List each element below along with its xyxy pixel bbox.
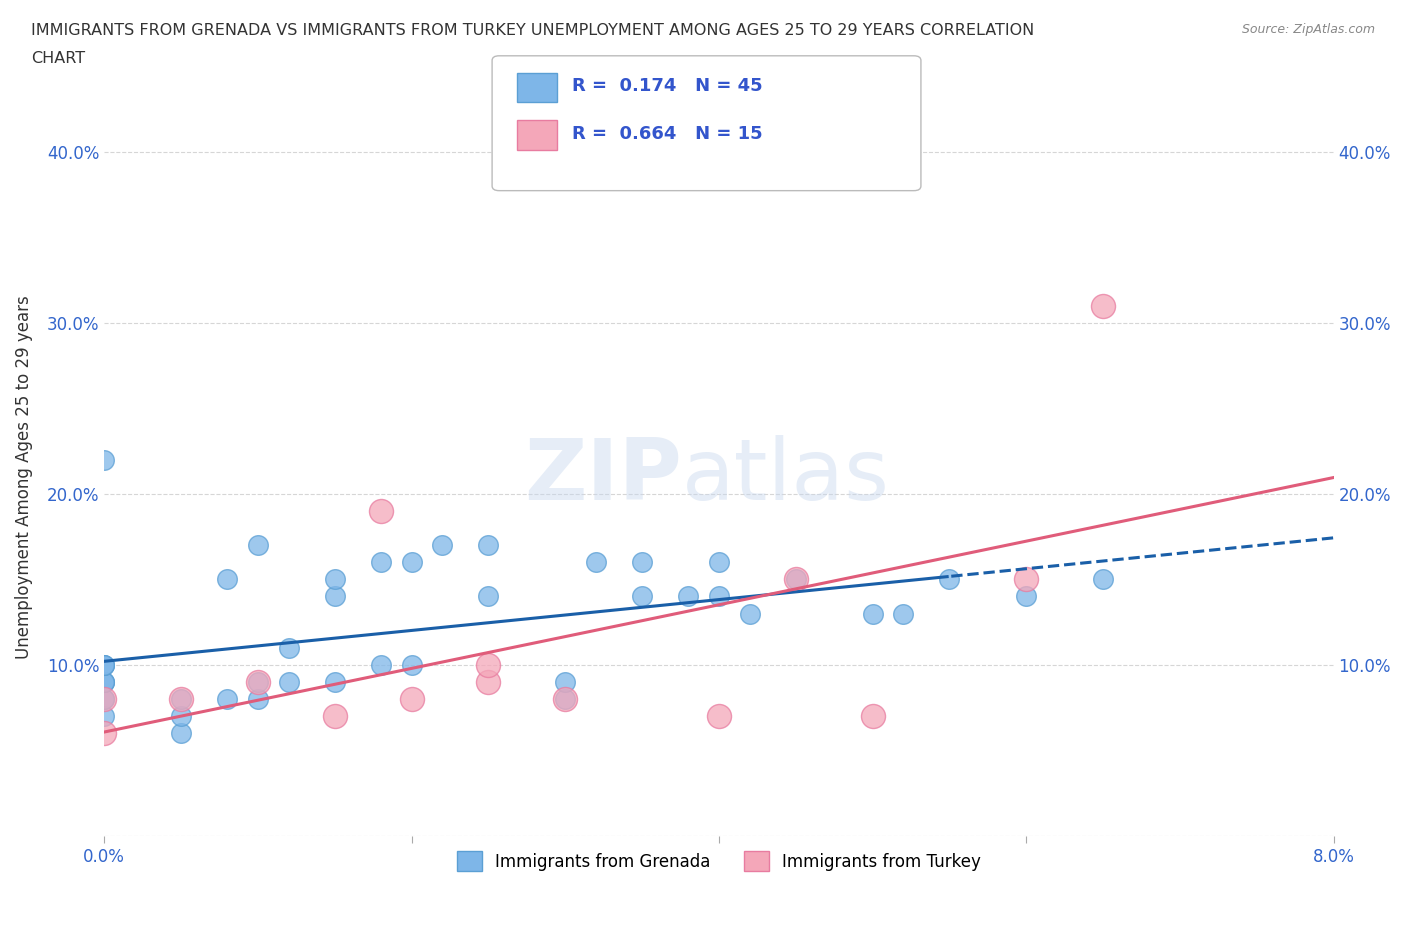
Text: Source: ZipAtlas.com: Source: ZipAtlas.com xyxy=(1241,23,1375,36)
Text: IMMIGRANTS FROM GRENADA VS IMMIGRANTS FROM TURKEY UNEMPLOYMENT AMONG AGES 25 TO : IMMIGRANTS FROM GRENADA VS IMMIGRANTS FR… xyxy=(31,23,1035,38)
Point xyxy=(631,555,654,570)
Legend: Immigrants from Grenada, Immigrants from Turkey: Immigrants from Grenada, Immigrants from… xyxy=(450,844,988,878)
Point xyxy=(785,572,807,587)
Point xyxy=(93,658,115,672)
Text: R =  0.174   N = 45: R = 0.174 N = 45 xyxy=(572,77,763,96)
Point xyxy=(246,674,269,689)
Text: atlas: atlas xyxy=(682,435,890,518)
Point xyxy=(323,589,346,604)
Point xyxy=(170,692,193,707)
Point xyxy=(93,692,115,707)
Point xyxy=(676,589,699,604)
Point xyxy=(477,589,499,604)
Point xyxy=(738,606,761,621)
Point xyxy=(862,709,884,724)
Point xyxy=(93,658,115,672)
Point xyxy=(401,658,423,672)
Point xyxy=(1015,589,1038,604)
Point xyxy=(554,692,576,707)
Point xyxy=(323,572,346,587)
Point xyxy=(217,572,239,587)
Point xyxy=(277,641,299,656)
Point xyxy=(93,692,115,707)
Point xyxy=(585,555,607,570)
Point xyxy=(217,692,239,707)
Y-axis label: Unemployment Among Ages 25 to 29 years: Unemployment Among Ages 25 to 29 years xyxy=(15,295,32,658)
Point xyxy=(432,538,454,552)
Point xyxy=(170,709,193,724)
Point xyxy=(93,709,115,724)
Point xyxy=(277,674,299,689)
Point xyxy=(246,692,269,707)
Point xyxy=(554,692,576,707)
Point xyxy=(1015,572,1038,587)
Point xyxy=(401,555,423,570)
Point xyxy=(477,658,499,672)
Point xyxy=(707,555,730,570)
Point xyxy=(554,674,576,689)
Point xyxy=(370,503,392,518)
Text: R =  0.664   N = 15: R = 0.664 N = 15 xyxy=(572,125,763,143)
Point xyxy=(170,726,193,741)
Point xyxy=(938,572,960,587)
Text: ZIP: ZIP xyxy=(524,435,682,518)
Point xyxy=(93,674,115,689)
Point xyxy=(93,452,115,467)
Point xyxy=(477,674,499,689)
Point xyxy=(862,606,884,621)
Point xyxy=(477,538,499,552)
Point xyxy=(631,589,654,604)
Point xyxy=(323,674,346,689)
Point xyxy=(707,709,730,724)
Point xyxy=(246,674,269,689)
Point xyxy=(370,658,392,672)
Point xyxy=(246,538,269,552)
Point xyxy=(93,726,115,741)
Point xyxy=(1092,299,1115,313)
Point xyxy=(891,606,914,621)
Point xyxy=(93,674,115,689)
Point xyxy=(93,674,115,689)
Point xyxy=(401,692,423,707)
Point xyxy=(707,589,730,604)
Point xyxy=(93,658,115,672)
Point xyxy=(323,709,346,724)
Point xyxy=(785,572,807,587)
Point xyxy=(170,692,193,707)
Point xyxy=(1092,572,1115,587)
Point xyxy=(93,692,115,707)
Point xyxy=(370,555,392,570)
Text: CHART: CHART xyxy=(31,51,84,66)
